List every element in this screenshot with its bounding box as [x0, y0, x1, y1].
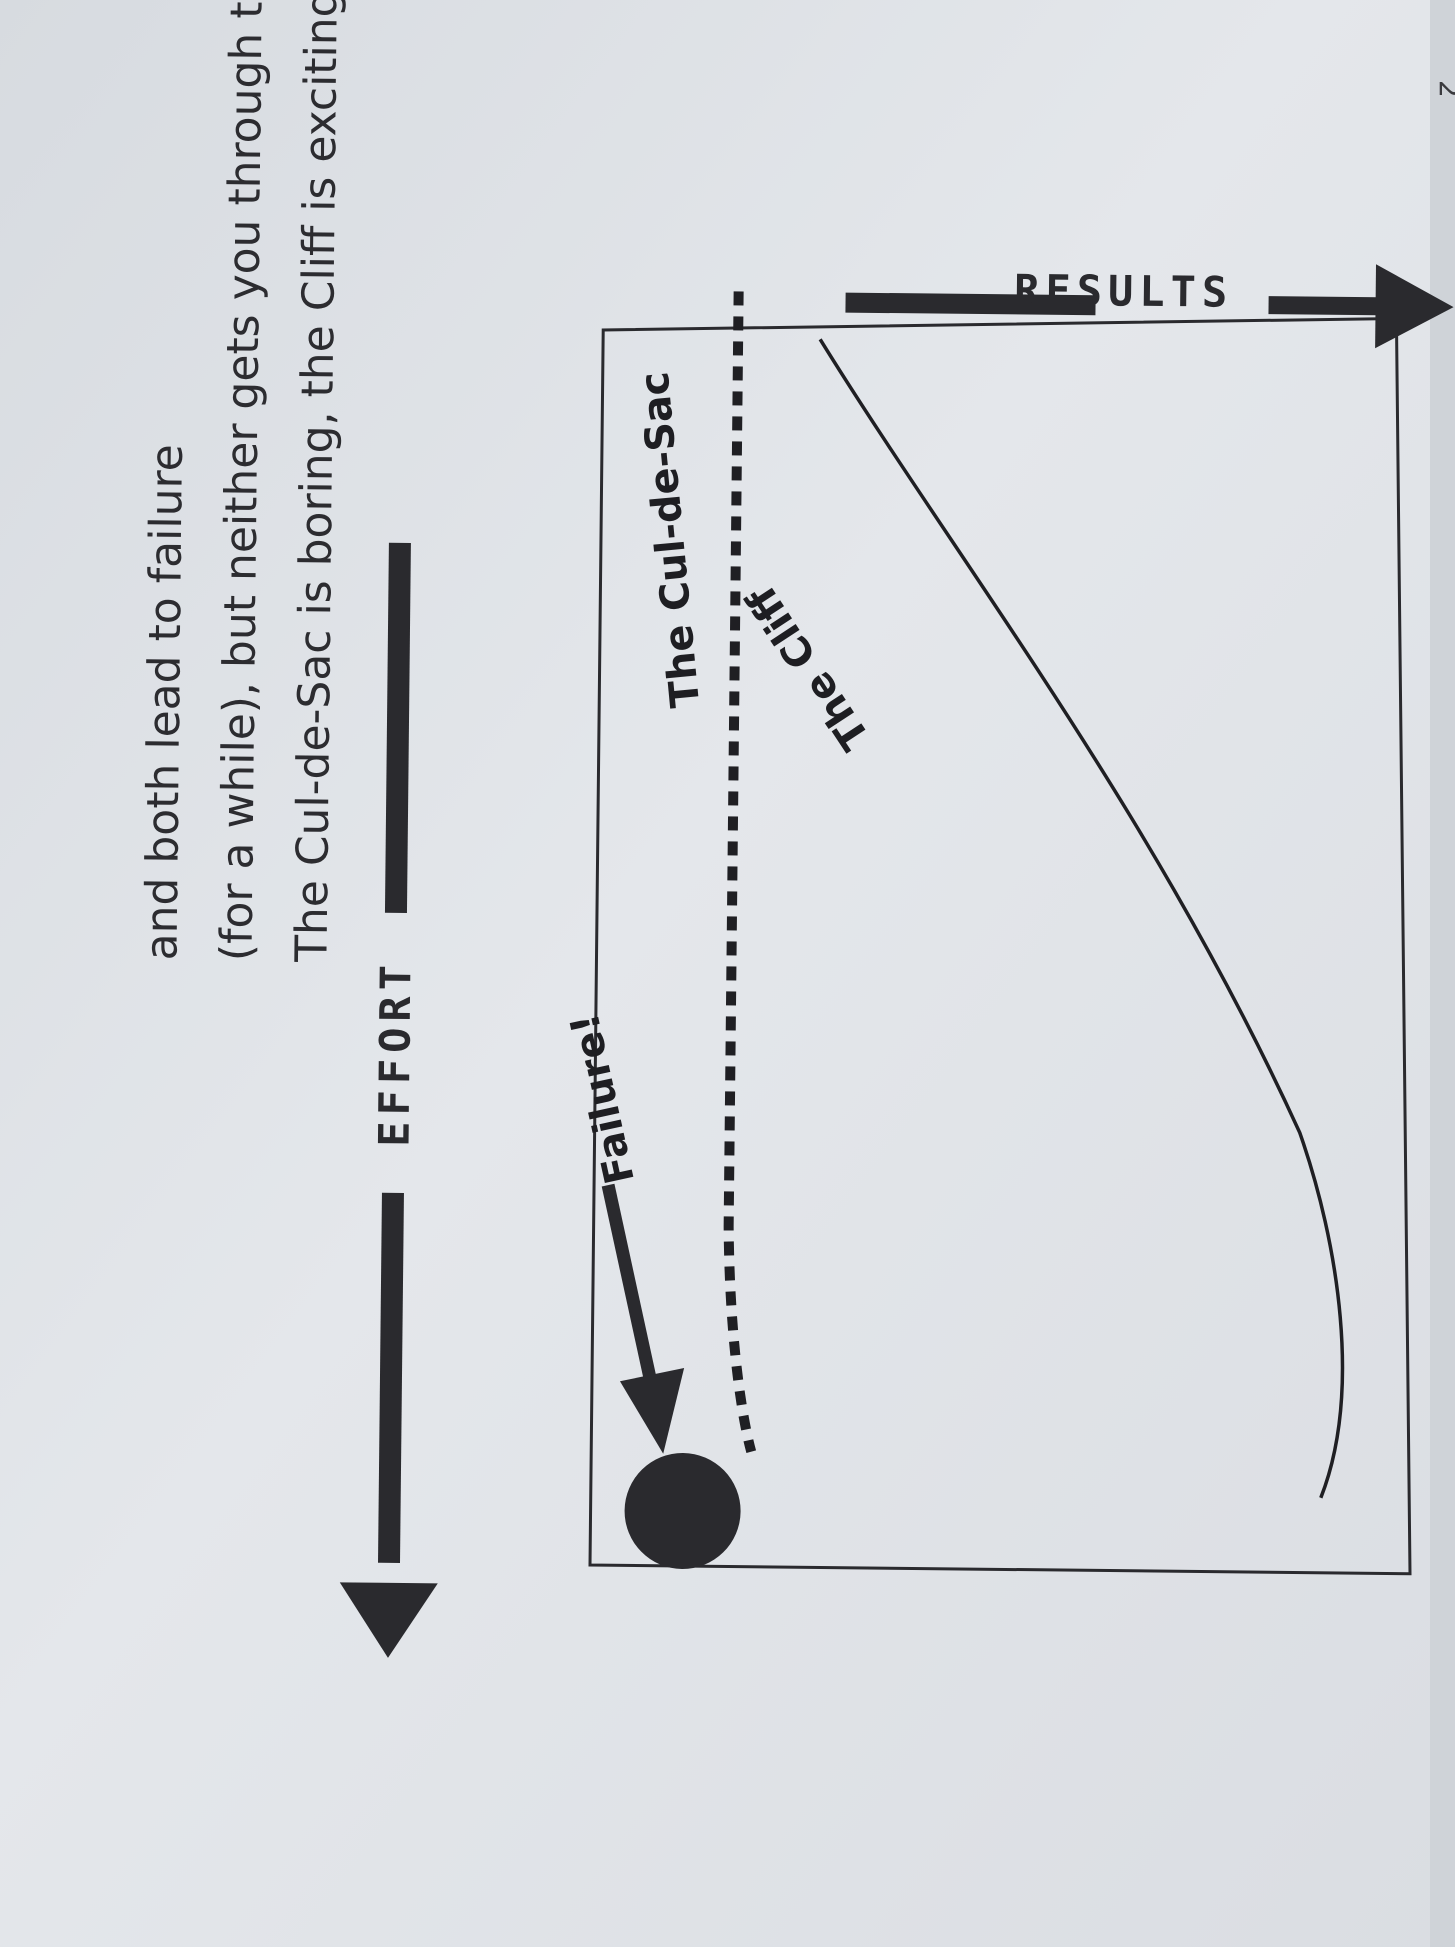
- caption-line-2: (for a while), but neither gets you thro…: [211, 0, 274, 961]
- caption-line-1: The Cul-de-Sac is boring, the Cliff is e…: [286, 0, 347, 963]
- results-axis-bar-lower: [845, 292, 1096, 316]
- results-arrow-head: [1375, 264, 1454, 349]
- results-axis-bar-upper: [1268, 296, 1379, 316]
- caption-line-3: and both lead to failure: [136, 444, 193, 961]
- cliff-curve: [818, 338, 1345, 1499]
- page-corner-mark: 2: [1433, 80, 1455, 98]
- effort-axis-bar-right: [384, 542, 411, 913]
- failure-arrow-head: [619, 1367, 685, 1454]
- results-axis-label: RESULTS: [1014, 265, 1234, 316]
- failure-arrow-shaft: [601, 1183, 661, 1398]
- failure-dot: [624, 1452, 741, 1569]
- page-edge-shadow: [1430, 0, 1455, 1947]
- effort-arrow-head: [339, 1582, 438, 1658]
- cul-de-sac-curve: [723, 291, 757, 1454]
- effort-axis-bar-left: [378, 1192, 404, 1563]
- effort-axis-label: EFFORT: [369, 959, 420, 1147]
